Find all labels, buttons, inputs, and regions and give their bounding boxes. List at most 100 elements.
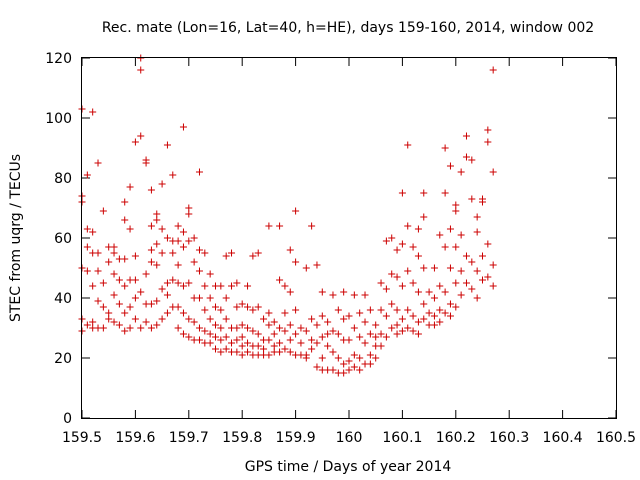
data-point [297, 324, 305, 332]
data-point [393, 330, 401, 338]
data-point [473, 228, 481, 236]
data-point [179, 282, 187, 290]
data-point [446, 312, 454, 320]
data-point [212, 321, 219, 329]
data-point [185, 204, 193, 212]
data-point [131, 276, 139, 284]
data-point [350, 291, 358, 299]
data-point [174, 303, 182, 311]
data-point [249, 252, 257, 260]
y-tick-label: 80 [54, 171, 72, 187]
data-point [222, 345, 230, 353]
data-point [265, 222, 273, 230]
data-point [169, 249, 177, 257]
data-point [302, 354, 310, 362]
data-point [99, 279, 107, 287]
data-point [185, 333, 193, 341]
data-point [217, 324, 225, 332]
data-point [228, 249, 236, 257]
data-point [201, 249, 209, 257]
data-point [356, 333, 364, 341]
data-point [473, 267, 481, 275]
data-point [206, 270, 214, 278]
data-point [121, 327, 129, 335]
data-point [233, 303, 241, 311]
data-point [137, 288, 145, 296]
y-tick-label: 40 [54, 291, 72, 307]
data-point [452, 243, 460, 251]
data-point [489, 168, 497, 176]
data-point [270, 318, 278, 326]
data-point [137, 132, 145, 140]
data-point [201, 282, 209, 290]
data-point [238, 351, 246, 359]
data-point [238, 333, 246, 341]
data-point [377, 279, 385, 287]
data-point [115, 276, 123, 284]
data-point [190, 318, 198, 326]
data-point [382, 312, 390, 320]
x-tick-label: 160.4 [543, 430, 583, 446]
data-point [89, 108, 97, 116]
data-point [206, 339, 214, 347]
data-point [372, 321, 380, 329]
chart-title: Rec. mate (Lon=16, Lat=40, h=HE), days 1… [102, 20, 594, 36]
data-point [441, 309, 449, 317]
data-point [281, 309, 289, 317]
data-point [366, 351, 374, 359]
data-point [286, 348, 294, 356]
data-point [99, 303, 107, 311]
data-point [195, 267, 203, 275]
data-point [115, 300, 123, 308]
data-point [185, 279, 193, 287]
data-point [158, 225, 166, 233]
data-point [110, 318, 118, 326]
data-point [372, 333, 380, 341]
data-point [281, 345, 289, 353]
x-tick-label: 160.2 [436, 430, 476, 446]
data-point [430, 264, 438, 272]
data-point [457, 267, 465, 275]
data-point [430, 321, 438, 329]
x-tick-label: 160 [336, 430, 363, 446]
data-point [414, 318, 422, 326]
data-point [340, 315, 348, 323]
data-point [276, 222, 284, 230]
data-point [345, 357, 353, 365]
data-point [425, 288, 433, 296]
data-point [94, 249, 102, 257]
data-point [115, 321, 123, 329]
data-point [254, 249, 262, 257]
data-point [206, 330, 214, 338]
data-point [276, 339, 284, 347]
data-point [222, 252, 230, 260]
data-point [414, 225, 422, 233]
data-point [238, 321, 246, 329]
data-point [356, 354, 364, 362]
data-point [404, 222, 412, 230]
data-point [270, 330, 278, 338]
data-point [393, 321, 401, 329]
data-point [425, 309, 433, 317]
data-point [404, 141, 412, 149]
data-point [409, 327, 417, 335]
data-point [441, 288, 449, 296]
data-point [105, 315, 113, 323]
data-point [462, 132, 470, 140]
data-point [329, 291, 337, 299]
data-point [137, 324, 145, 332]
data-point [414, 252, 422, 260]
data-point [142, 159, 150, 167]
data-point [89, 228, 97, 236]
data-point [329, 366, 337, 374]
data-point [163, 279, 171, 287]
data-point [249, 327, 257, 335]
data-point [414, 330, 422, 338]
data-point [356, 366, 364, 374]
data-point [452, 279, 460, 287]
data-point [366, 360, 374, 368]
data-point [388, 300, 396, 308]
x-tick-label: 159.6 [115, 430, 155, 446]
data-point [286, 288, 294, 296]
data-point [398, 189, 406, 197]
